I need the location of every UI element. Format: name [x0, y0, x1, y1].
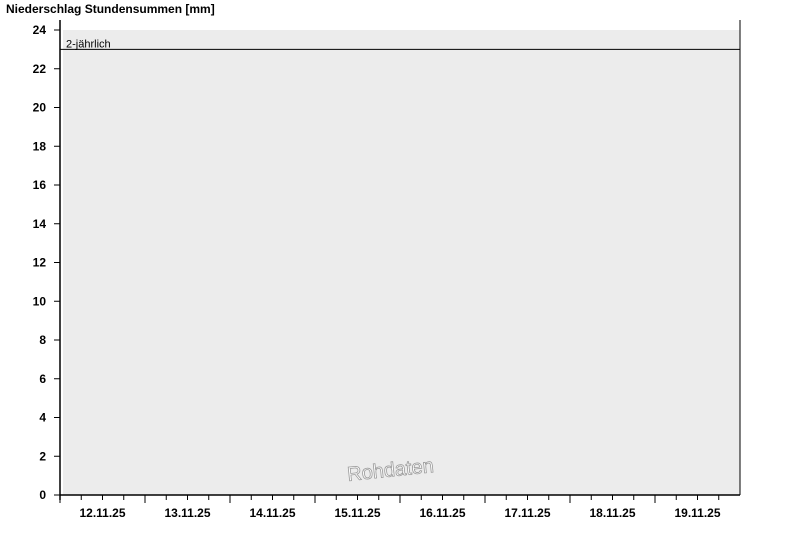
chart-title: Niederschlag Stundensummen [mm] — [6, 2, 215, 16]
x-tick-label: 18.11.25 — [589, 506, 635, 520]
y-tick-label: 14 — [33, 217, 47, 231]
plot-background — [63, 30, 740, 495]
x-tick-label: 12.11.25 — [79, 506, 125, 520]
y-tick-label: 10 — [33, 294, 47, 308]
x-tick-label: 16.11.25 — [419, 506, 465, 520]
y-tick-label: 4 — [39, 411, 46, 425]
y-tick-label: 2 — [39, 449, 46, 463]
reference-line-label: 2-jährlich — [66, 38, 111, 50]
x-tick-label: 17.11.25 — [504, 506, 550, 520]
y-tick-label: 20 — [33, 101, 47, 115]
y-tick-label: 8 — [39, 333, 46, 347]
x-tick-label: 13.11.25 — [164, 506, 210, 520]
y-tick-label: 6 — [39, 372, 46, 386]
x-tick-label: 15.11.25 — [334, 506, 380, 520]
y-tick-label: 12 — [33, 256, 47, 270]
y-tick-label: 24 — [33, 23, 47, 37]
y-tick-label: 0 — [39, 488, 46, 502]
y-tick-label: 16 — [33, 178, 47, 192]
y-tick-label: 18 — [33, 139, 47, 153]
x-tick-label: 19.11.25 — [674, 506, 720, 520]
y-tick-label: 22 — [33, 62, 47, 76]
x-tick-label: 14.11.25 — [249, 506, 295, 520]
